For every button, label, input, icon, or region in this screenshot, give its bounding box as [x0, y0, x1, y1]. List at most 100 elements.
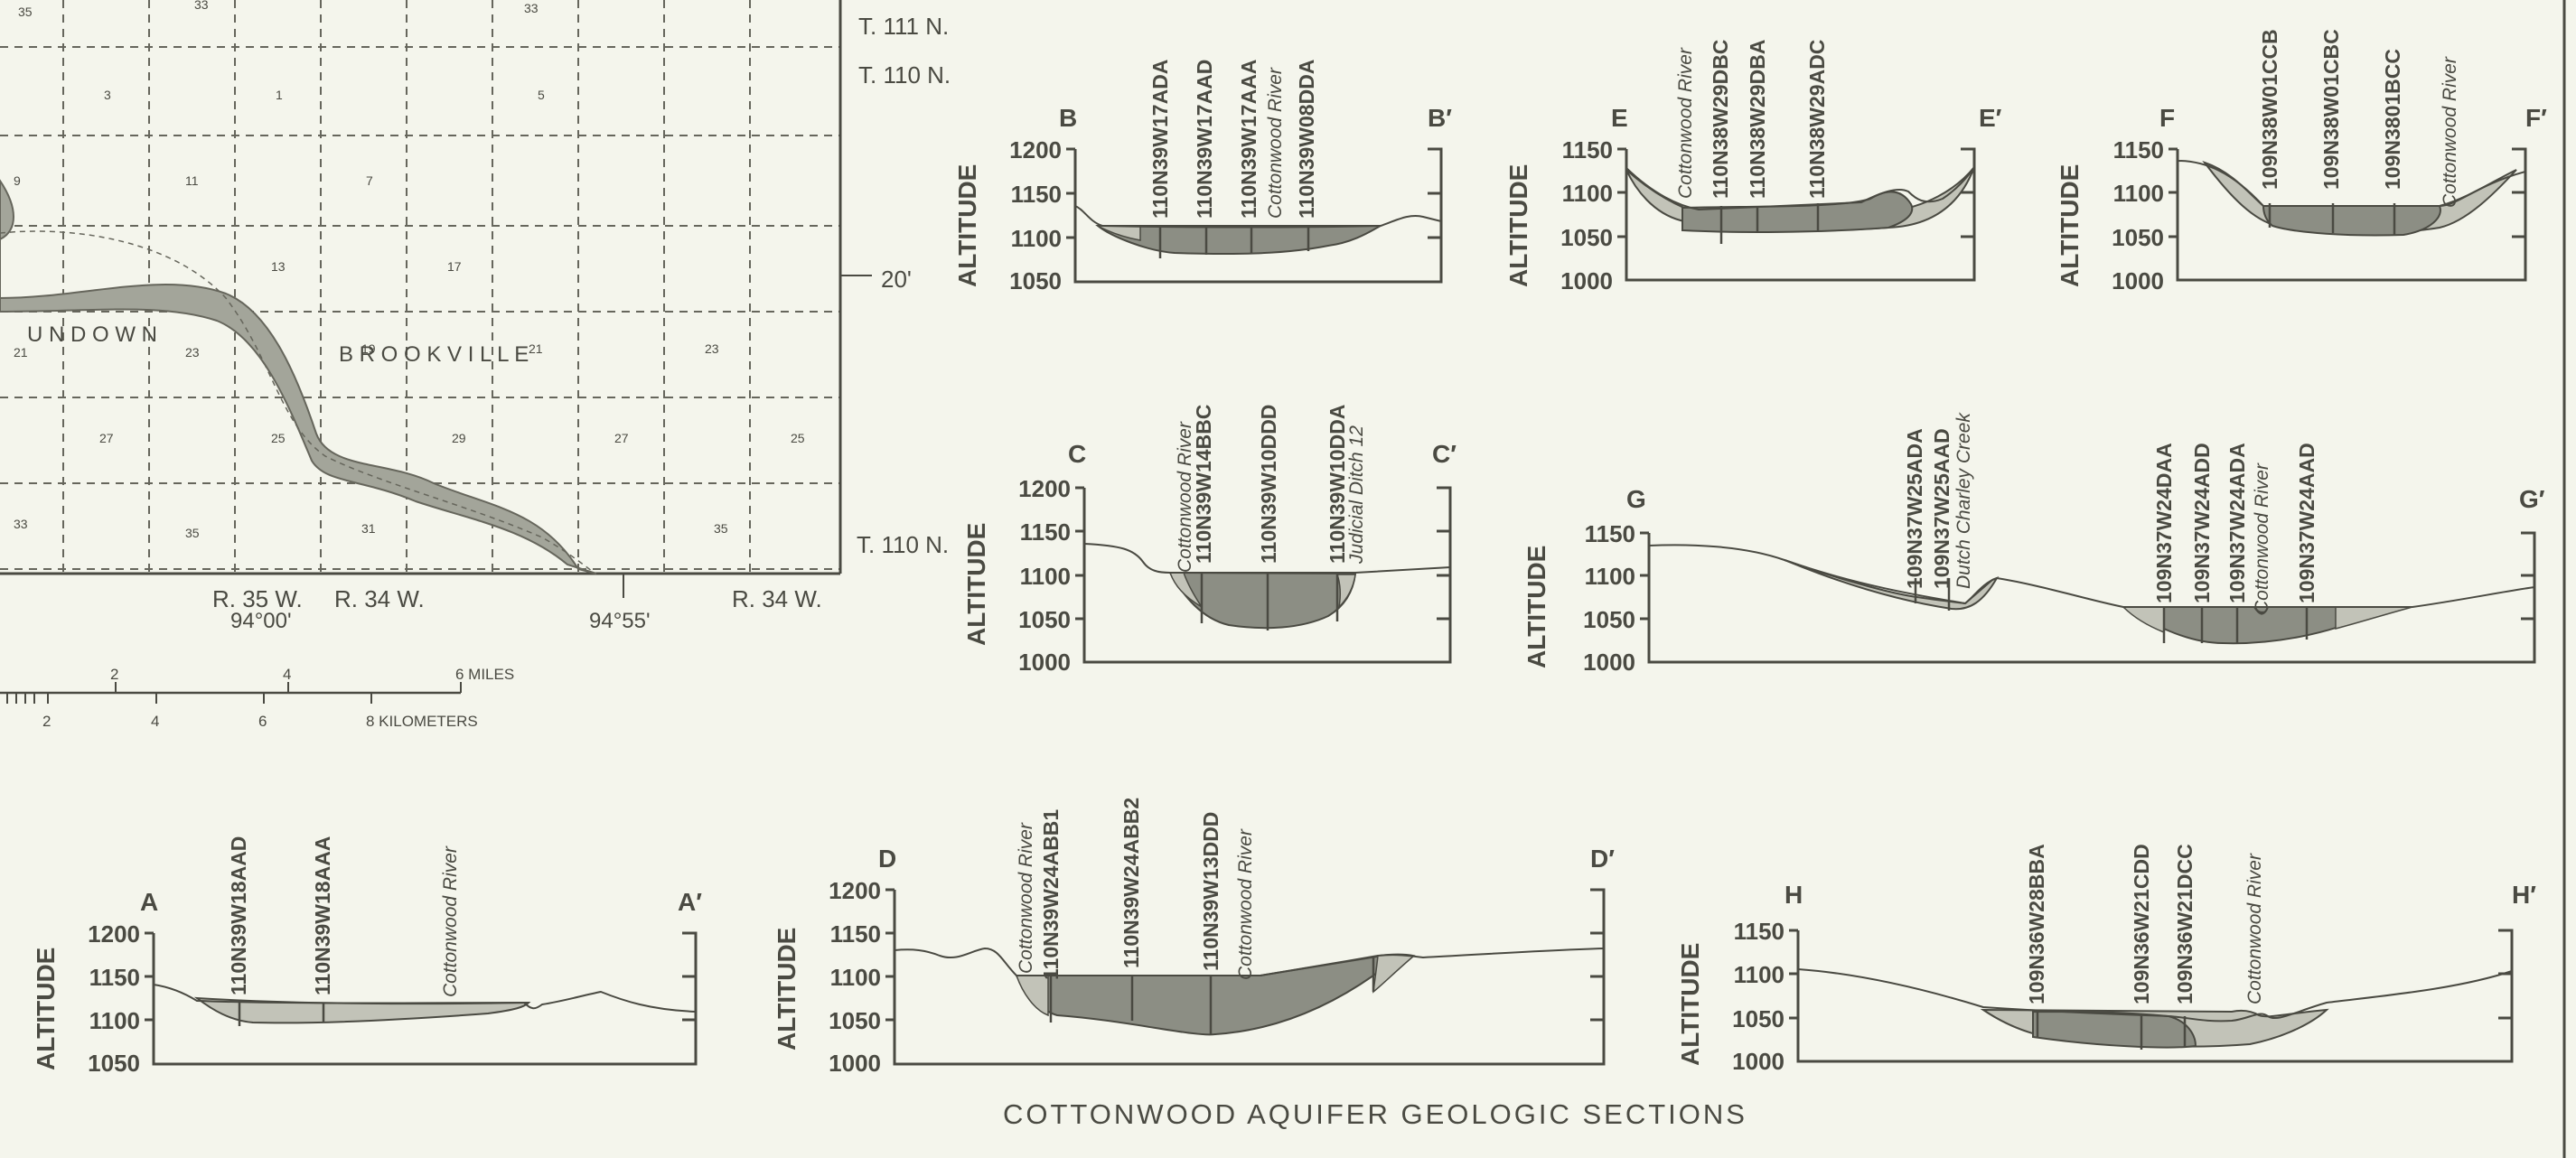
well-label: 110N39W10DDD [1257, 405, 1280, 564]
altitude-tick: 1000 [829, 1050, 881, 1077]
scale-mile-tick: 4 [283, 666, 291, 683]
well-label: 109N37W24DAA [2152, 443, 2176, 603]
well-label: 110N39W18AAA [311, 836, 334, 995]
section-number: 31 [361, 521, 376, 536]
section-number: 19 [361, 341, 376, 356]
range-label: R. 34 W. [334, 585, 425, 612]
altitude-tick: 1050 [1009, 267, 1062, 294]
section-number: 27 [614, 431, 629, 445]
scale-km-tick: 6 [258, 713, 267, 730]
altitude-tick: 1000 [1560, 267, 1613, 294]
altitude-axis-label: ALTITUDE [962, 523, 990, 646]
section-h: H H′ ALTITUDE 1150 1100 1050 1000 109N36… [1676, 844, 2536, 1075]
feature-label: Cottonwood River [2440, 56, 2460, 208]
section-number: 7 [366, 173, 373, 188]
well-label: 109N3801BCC [2381, 49, 2404, 190]
altitude-tick: 1200 [1018, 475, 1071, 502]
feature-label: Cottonwood River [1675, 47, 1696, 199]
range-label: R. 34 W. [732, 585, 822, 612]
section-end-label: A′ [678, 888, 702, 916]
well-label: 110N39W24ABB2 [1119, 798, 1143, 968]
well-label: 109N37W24AAD [2295, 443, 2318, 603]
longitude-label: 94°00' [230, 609, 292, 633]
altitude-tick: 1100 [1562, 180, 1613, 207]
well-label: 109N36W28BBA [2025, 844, 2048, 1004]
section-number: 25 [791, 431, 805, 445]
section-number: 5 [538, 88, 545, 102]
well-label: 110N39W14BBC [1192, 405, 1215, 564]
well-label: 110N38W29DBC [1709, 40, 1732, 199]
section-g: G G′ ALTITUDE 1150 1100 1050 1000 109N37… [1522, 412, 2545, 676]
well-label: 109N38W01CCB [2258, 29, 2281, 190]
well-label: 110N39W17AAD [1193, 60, 1216, 219]
township-label: T. 110 N. [857, 531, 949, 558]
feature-label: Cottonwood River [2244, 853, 2265, 1004]
well-label: 110N38W29DBA [1746, 40, 1769, 199]
altitude-tick: 1000 [2112, 267, 2164, 294]
section-number: 27 [99, 431, 114, 445]
well-label: 109N37W24ADD [2190, 443, 2214, 603]
altitude-tick: 1150 [1585, 520, 1635, 547]
section-start-label: D [878, 845, 896, 873]
scale-km-tick: 2 [42, 713, 51, 730]
feature-label: Cottonwood River [440, 845, 461, 997]
altitude-tick: 1100 [1020, 563, 1071, 590]
section-c: C C′ ALTITUDE 1200 1150 1100 1050 1000 C… [962, 405, 1457, 676]
altitude-tick: 1100 [1734, 961, 1784, 988]
feature-label: Cottonwood River [1016, 822, 1036, 974]
scale-mile-tick: 2 [110, 666, 118, 683]
section-start-label: E [1611, 104, 1628, 132]
section-a: A A′ ALTITUDE 1200 1150 1100 1050 110N39… [32, 836, 702, 1077]
section-number: 35 [185, 526, 200, 540]
altitude-tick: 1050 [88, 1050, 140, 1077]
section-number: 35 [714, 521, 728, 536]
section-end-label: F′ [2525, 104, 2547, 132]
altitude-axis-label: ALTITUDE [2056, 164, 2084, 287]
altitude-tick: 1100 [1011, 225, 1062, 252]
scale-bar: 2 4 6 MILES 2 4 6 8 KILOMETERS [0, 666, 514, 730]
section-number: 9 [14, 173, 21, 188]
section-numbers: 33 35 33 3 1 5 9 11 7 13 17 21 23 19 21 … [14, 0, 805, 540]
section-number: 11 [185, 173, 199, 188]
longitude-label: 94°55' [589, 609, 651, 633]
section-start-label: F [2159, 104, 2175, 132]
section-end-label: G′ [2519, 485, 2545, 513]
altitude-tick: 1150 [1734, 918, 1784, 945]
feature-label: Cottonwood River [1265, 67, 1286, 219]
section-start-label: A [140, 888, 158, 916]
section-end-label: B′ [1428, 104, 1452, 132]
minute-label: 20' [881, 266, 912, 293]
altitude-tick: 1000 [1732, 1048, 1784, 1075]
section-number: 23 [705, 341, 719, 356]
section-b: B B′ ALTITUDE 1200 1150 1100 1050 110N39… [953, 60, 1452, 294]
well-label: 110N39W18AAD [227, 836, 250, 995]
altitude-tick: 1000 [1018, 649, 1071, 676]
altitude-tick: 1050 [829, 1007, 881, 1034]
well-label: 110N39W17ADA [1148, 60, 1172, 219]
well-label: 110N39W10DDA [1325, 405, 1349, 564]
well-label: 110N39W08DDA [1295, 60, 1318, 219]
altitude-axis-label: ALTITUDE [1676, 943, 1704, 1066]
altitude-tick: 1050 [1018, 606, 1071, 633]
section-number: 29 [452, 431, 466, 445]
altitude-tick: 1050 [1560, 224, 1613, 251]
altitude-axis-label: ALTITUDE [1522, 546, 1550, 668]
town-name-undown: U N D O W N [27, 322, 157, 347]
section-number: 33 [524, 1, 539, 15]
altitude-tick: 1050 [1583, 606, 1635, 633]
scale-km-tick: 4 [151, 713, 159, 730]
section-end-label: E′ [1979, 104, 2002, 132]
well-label: 110N38W29ADC [1805, 40, 1829, 199]
section-e: E E′ ALTITUDE 1150 1100 1050 1000 Cotton… [1504, 40, 2002, 294]
altitude-tick: 1200 [1009, 136, 1062, 163]
altitude-tick: 1000 [1583, 649, 1635, 676]
range-label: R. 35 W. [212, 585, 303, 612]
location-map: 33 35 33 3 1 5 9 11 7 13 17 21 23 19 21 … [0, 0, 951, 730]
feature-label: Cottonwood River [2252, 462, 2272, 614]
altitude-axis-label: ALTITUDE [953, 164, 981, 287]
well-label: 109N37W25ADA [1903, 428, 1926, 589]
well-label: 109N36W21DCC [2173, 844, 2197, 1004]
altitude-tick: 1200 [829, 877, 881, 904]
section-number: 13 [271, 259, 286, 274]
